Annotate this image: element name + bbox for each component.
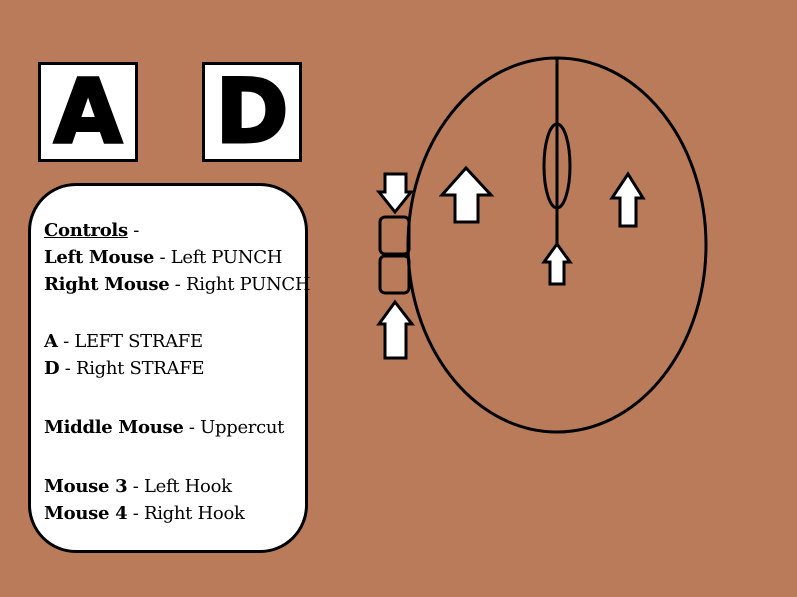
control-sep: -	[59, 358, 76, 379]
key-d-letter: D	[214, 60, 290, 163]
control-key: D	[44, 358, 60, 379]
control-action: LEFT STRAFE	[74, 331, 203, 352]
control-action: Left Hook	[143, 476, 232, 497]
control-mouse-4: Mouse 4 - Right Hook	[44, 503, 245, 524]
control-action: Left PUNCH	[170, 247, 283, 268]
key-a-letter: A	[52, 60, 123, 163]
control-key: Middle Mouse	[44, 417, 184, 438]
control-sep: -	[57, 331, 75, 352]
controls-heading-sep: -	[127, 220, 140, 241]
control-a-key: A - LEFT STRAFE	[44, 331, 203, 352]
key-d-tile: D	[202, 62, 302, 162]
control-sep: -	[127, 503, 144, 524]
control-key: Mouse 4	[44, 503, 128, 524]
left-click-arrow-icon	[438, 165, 495, 224]
control-key: Left Mouse	[44, 247, 155, 268]
control-middle-mouse: Middle Mouse - Uppercut	[44, 417, 284, 438]
control-sep: -	[169, 274, 186, 295]
mouse-4-side-button	[378, 254, 411, 295]
key-a-tile: A	[38, 62, 138, 162]
middle-click-arrow-icon	[541, 241, 573, 286]
control-right-mouse: Right Mouse - Right PUNCH	[44, 274, 311, 295]
controls-panel: Controls - Left Mouse - Left PUNCH Right…	[28, 183, 311, 553]
right-click-arrow-icon	[609, 171, 646, 228]
mouse-3-side-button	[378, 215, 411, 256]
control-mouse-3: Mouse 3 - Left Hook	[44, 476, 232, 497]
scroll-wheel	[542, 122, 572, 210]
control-action: Uppercut	[200, 417, 285, 438]
control-action: Right STRAFE	[75, 358, 205, 379]
control-key: A	[44, 331, 58, 352]
control-sep: -	[154, 247, 171, 268]
controls-heading-line: Controls -	[44, 220, 139, 241]
control-key: Mouse 3	[44, 476, 128, 497]
control-action: Right PUNCH	[186, 274, 311, 295]
control-action: Right Hook	[143, 503, 245, 524]
control-key: Right Mouse	[44, 274, 170, 295]
control-sep: -	[183, 417, 201, 438]
control-d-key: D - Right STRAFE	[44, 358, 205, 379]
control-sep: -	[127, 476, 144, 497]
control-left-mouse: Left Mouse - Left PUNCH	[44, 247, 282, 268]
mouse-3-arrow-icon	[375, 172, 415, 215]
mouse-4-arrow-icon	[376, 299, 416, 360]
controls-heading: Controls	[44, 220, 128, 241]
